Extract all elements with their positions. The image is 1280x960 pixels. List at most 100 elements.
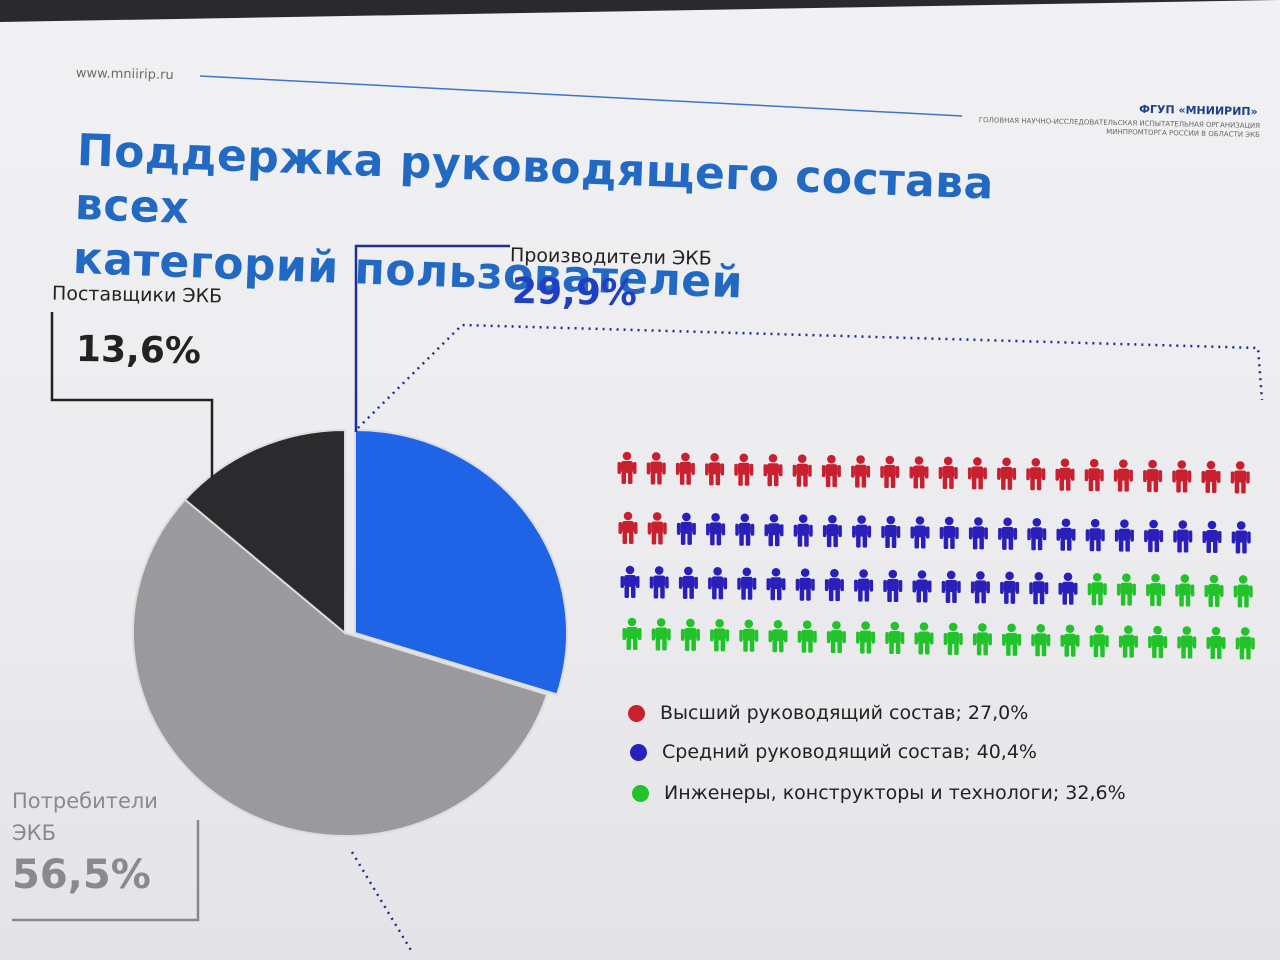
- person-icon: [766, 567, 786, 601]
- person-icon: [1087, 572, 1107, 606]
- consumers-label-line1: Потребители: [12, 789, 158, 813]
- person-icon: [1058, 572, 1078, 605]
- person-icon: [967, 457, 987, 490]
- person-icon: [797, 620, 817, 653]
- person-icon: [854, 569, 874, 602]
- person-icon: [1084, 458, 1104, 492]
- person-icon: [972, 623, 992, 656]
- person-icon: [706, 513, 726, 546]
- person-icon: [1206, 626, 1226, 659]
- person-icon: [1029, 572, 1049, 605]
- suppliers-leader-line: [50, 312, 214, 478]
- person-icon: [795, 568, 815, 601]
- person-icon: [1085, 518, 1105, 552]
- person-icon: [793, 514, 813, 547]
- legend-label-engineers: Инженеры, конструкторы и технологи; 32,6…: [664, 782, 1126, 804]
- legend-dot-engineers: [632, 784, 649, 802]
- person-icon: [737, 567, 757, 600]
- person-icon: [734, 453, 754, 486]
- person-icon: [1089, 624, 1109, 658]
- person-icon: [1000, 571, 1020, 604]
- legend-dot-middle: [630, 743, 647, 761]
- consumers-label: Потребители ЭКБ: [12, 785, 158, 849]
- person-icon: [617, 451, 637, 484]
- person-icon: [912, 570, 932, 603]
- person-icon: [651, 618, 671, 651]
- person-icon: [910, 516, 930, 549]
- legend-item-engineers: Инженеры, конструкторы и технологи; 32,6…: [632, 782, 1126, 804]
- person-icon: [970, 571, 990, 604]
- legend-label-senior: Высший руководящий состав; 27,0%: [660, 702, 1029, 724]
- person-icon: [914, 622, 934, 655]
- person-icon: [1056, 518, 1076, 551]
- person-icon: [710, 619, 730, 652]
- person-icon: [1060, 624, 1080, 657]
- person-icon: [1204, 574, 1224, 607]
- producers-leader-line: [354, 244, 510, 432]
- person-icon: [1114, 519, 1134, 552]
- consumers-label-line2: ЭКБ: [12, 821, 56, 845]
- consumers-value: 56,5%: [12, 852, 151, 898]
- person-icon: [941, 570, 961, 603]
- person-icon: [1143, 459, 1163, 493]
- person-icon: [998, 517, 1018, 550]
- zoom-connector-top: [357, 323, 1264, 429]
- pie-slice-suppliers: [183, 428, 346, 636]
- person-icon: [1148, 625, 1168, 659]
- person-icon: [909, 456, 929, 489]
- person-icon: [646, 452, 666, 485]
- person-icon: [763, 453, 783, 487]
- person-icon: [824, 568, 844, 602]
- pie-slice-consumers: [132, 498, 549, 837]
- person-icon: [1177, 626, 1197, 659]
- pie-chart: [132, 428, 568, 837]
- person-icon: [764, 513, 784, 547]
- person-icon: [1201, 460, 1221, 493]
- person-icon: [1116, 573, 1136, 606]
- person-icon: [1231, 521, 1251, 554]
- legend-dot-senior: [628, 704, 645, 722]
- person-icon: [880, 455, 900, 489]
- pie-slice-producers: [354, 428, 568, 696]
- producers-label: Производители ЭКБ: [509, 244, 712, 270]
- person-icon: [1026, 458, 1046, 491]
- person-icon: [938, 456, 958, 489]
- person-icon: [822, 514, 842, 548]
- person-icon: [768, 619, 788, 653]
- person-icon: [1146, 573, 1166, 607]
- person-icon: [680, 618, 700, 651]
- person-icon: [1144, 519, 1164, 553]
- person-icon: [705, 453, 725, 486]
- person-icon: [885, 621, 905, 655]
- suppliers-label: Поставщики ЭКБ: [51, 282, 223, 308]
- zoom-connector-bottom: [350, 851, 414, 953]
- person-icon: [883, 569, 903, 603]
- person-icon: [620, 565, 640, 598]
- person-icon: [676, 512, 696, 545]
- person-icon: [939, 516, 959, 549]
- person-icon: [1202, 520, 1222, 553]
- person-icon: [856, 621, 876, 654]
- legend-item-senior: Высший руководящий состав; 27,0%: [628, 702, 1028, 724]
- person-icon: [1173, 520, 1193, 553]
- person-icon: [1175, 574, 1195, 607]
- person-icon: [675, 452, 695, 485]
- person-icon: [739, 619, 759, 652]
- person-icon: [618, 511, 638, 544]
- header-rule: [199, 75, 963, 117]
- person-icon: [649, 566, 669, 599]
- consumers-leader-line: [12, 820, 200, 922]
- person-icon: [943, 622, 963, 655]
- person-icon: [997, 457, 1017, 490]
- person-icon: [622, 617, 642, 650]
- person-icon: [678, 566, 698, 599]
- legend-label-middle: Средний руководящий состав; 40,4%: [662, 741, 1037, 763]
- person-icon: [792, 454, 812, 487]
- person-icon: [1172, 460, 1192, 493]
- person-icon: [647, 512, 667, 545]
- person-icon: [708, 567, 728, 600]
- person-icon: [735, 513, 755, 546]
- person-icon: [1055, 458, 1075, 491]
- person-icon: [821, 454, 841, 488]
